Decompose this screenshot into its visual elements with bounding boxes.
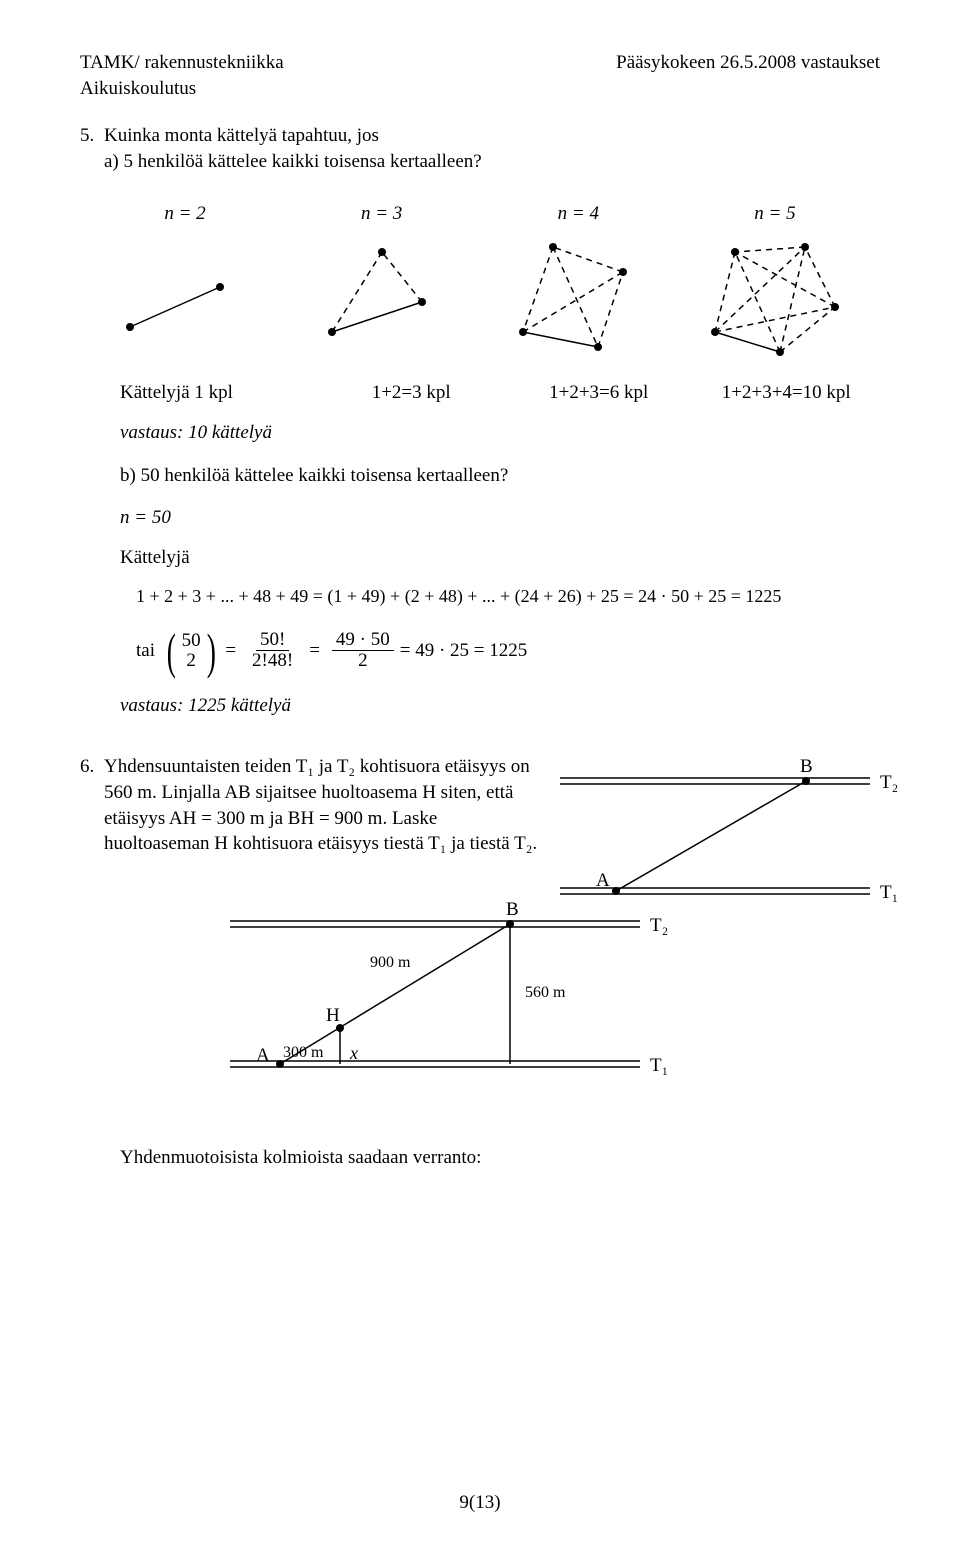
tai-label: tai — [136, 638, 155, 664]
fraction-1: 50! 2!48! — [248, 630, 297, 671]
svg-text:300 m: 300 m — [283, 1044, 324, 1061]
caption-n5: 1+2+3+4=10 kpl — [692, 380, 880, 406]
page-number: 9(13) — [80, 1490, 880, 1516]
svg-text:H: H — [326, 1005, 340, 1026]
fraction-2: 49 · 50 2 — [332, 630, 394, 671]
diagram-n3 — [297, 232, 467, 362]
svg-text:900 m: 900 m — [370, 954, 411, 971]
diagram-n4 — [493, 232, 663, 362]
svg-text:x: x — [349, 1043, 358, 1063]
q5-stem: Kuinka monta kättelyä tapahtuu, jos — [104, 123, 880, 149]
svg-text:B: B — [506, 899, 519, 920]
diagram-n2 — [100, 232, 270, 362]
diagram-n5 — [690, 232, 860, 362]
header-left-1: TAMK/ rakennustekniikka — [80, 50, 284, 76]
tai-tail: = 49 · 25 = 1225 — [400, 638, 528, 664]
q5-long-equation: 1 + 2 + 3 + ... + 48 + 49 = (1 + 49) + (… — [136, 584, 880, 608]
q5-number: 5. — [80, 123, 104, 149]
svg-text:A: A — [596, 870, 610, 891]
handshake-diagrams: n = 2 n = 3 n = 4 n = 5 — [100, 201, 860, 363]
handshake-captions: Kättelyjä 1 kpl 1+2=3 kpl 1+2+3=6 kpl 1+… — [120, 380, 880, 406]
diagram-label-n5: n = 5 — [754, 201, 795, 227]
svg-text:B: B — [800, 756, 813, 777]
binom-bot: 2 — [186, 651, 196, 671]
equals-1: = — [225, 638, 236, 664]
frac2-den: 2 — [354, 651, 372, 671]
q5-n50: n = 50 — [120, 505, 880, 531]
binom-top: 50 — [182, 631, 201, 651]
q6-number: 6. — [80, 754, 104, 857]
q5-binomial-row: tai ( 50 2 ) = 50! 2!48! = 49 · 50 2 = 4… — [136, 623, 880, 679]
binomial-50-2: 50 2 — [182, 631, 201, 671]
diagram-label-n4: n = 4 — [558, 201, 599, 227]
q6-text: Yhdensuuntaisten teiden T₁ ja T₂ kohtisu… — [104, 754, 540, 857]
q5-answer-b: vastaus: 1225 kättelyä — [120, 693, 880, 719]
frac1-num: 50! — [256, 630, 289, 651]
caption-n2: Kättelyjä 1 kpl — [120, 380, 317, 406]
frac2-num: 49 · 50 — [332, 630, 394, 651]
diagram-label-n3: n = 3 — [361, 201, 402, 227]
svg-text:T₂: T₂ — [880, 772, 898, 793]
svg-text:A: A — [256, 1045, 270, 1066]
svg-text:560 m: 560 m — [525, 984, 566, 1001]
q5-answer-a: vastaus: 10 kättelyä — [120, 420, 880, 446]
caption-n4: 1+2+3=6 kpl — [505, 380, 693, 406]
frac1-den: 2!48! — [248, 651, 297, 671]
q5-part-a: a) 5 henkilöä kättelee kaikki toisensa k… — [104, 149, 880, 175]
svg-text:T₁: T₁ — [650, 1055, 668, 1076]
paren-right-icon: ) — [206, 626, 215, 676]
q6-figure-top: A B T₂ T₁ — [540, 744, 910, 934]
caption-n3: 1+2=3 kpl — [317, 380, 505, 406]
equals-2: = — [309, 638, 320, 664]
q5-kattelyja-label: Kättelyjä — [120, 545, 880, 571]
q5-part-b: b) 50 henkilöä kättelee kaikki toisensa … — [120, 463, 880, 489]
svg-text:T₁: T₁ — [880, 882, 898, 903]
header-right: Pääsykokeen 26.5.2008 vastaukset — [616, 50, 880, 101]
header-left-2: Aikuiskoulutus — [80, 76, 284, 102]
paren-left-icon: ( — [167, 626, 176, 676]
diagram-label-n2: n = 2 — [164, 201, 205, 227]
q6-verranto: Yhdenmuotoisista kolmioista saadaan verr… — [120, 1145, 880, 1171]
